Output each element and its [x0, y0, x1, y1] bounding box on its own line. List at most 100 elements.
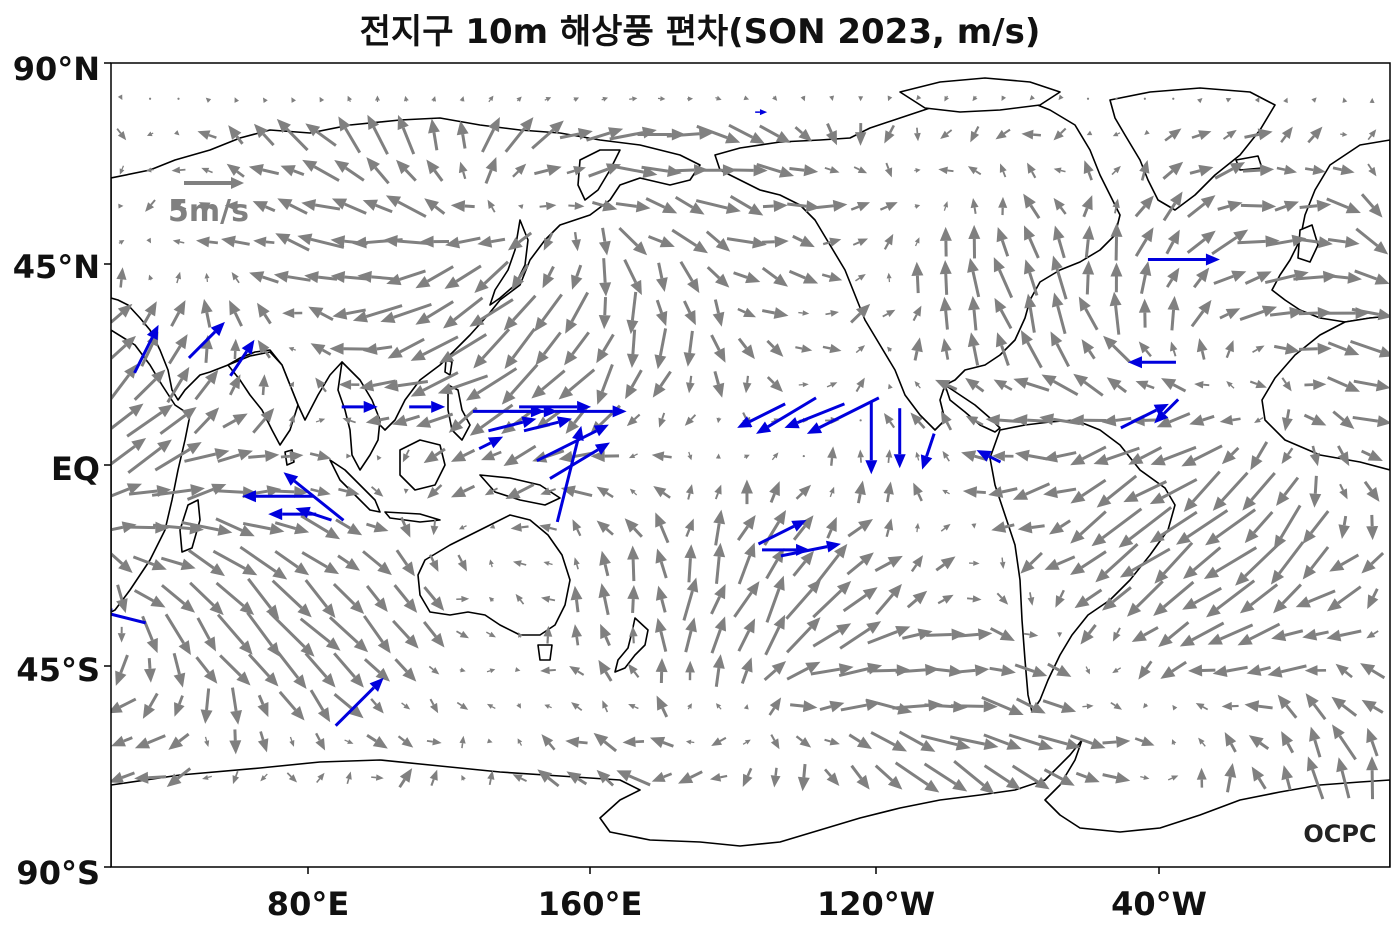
- wind-vector: [627, 663, 640, 678]
- wind-vector: [996, 227, 1010, 257]
- wind-vector: [716, 417, 722, 424]
- wind-vector: [1172, 704, 1178, 711]
- wind-vector: [970, 125, 980, 143]
- wind-vector: [188, 549, 225, 577]
- wind-vector: [1027, 162, 1037, 179]
- wind-vector: [914, 167, 921, 173]
- wind-vector: [488, 559, 494, 568]
- wind-vector: [571, 231, 581, 252]
- wind-vector: [111, 437, 147, 466]
- wind-vector: [204, 736, 210, 747]
- wind-vector: [1037, 734, 1081, 750]
- wind-vector: [1053, 167, 1066, 174]
- wind-vector: [1281, 765, 1294, 791]
- wind-vector: [1070, 510, 1107, 544]
- wind-vector: [487, 770, 495, 786]
- wind-vector: [253, 123, 275, 147]
- wind-vector: [1351, 307, 1390, 321]
- wind-vector: [913, 482, 923, 502]
- wind-vector: [1123, 480, 1168, 503]
- wind-vector: [768, 697, 782, 716]
- wind-vector: [996, 592, 1009, 605]
- wind-vector: [234, 97, 240, 103]
- wind-vector: [288, 414, 295, 427]
- wind-vector: [678, 770, 703, 784]
- wind-vector: [1179, 621, 1225, 647]
- wind-vector: [713, 542, 726, 584]
- wind-vector: [242, 521, 285, 535]
- wind-vector: [133, 369, 166, 401]
- wind-vector: [1302, 510, 1330, 544]
- wind-vector: [1354, 269, 1390, 285]
- wind-vector: [1134, 227, 1154, 257]
- wind-vector: [473, 328, 511, 369]
- wind-vector: [1183, 546, 1222, 580]
- wind-vector: [898, 730, 936, 752]
- wind-vector: [1242, 471, 1276, 511]
- wind-vector: [544, 97, 552, 102]
- wind-vector: [1305, 693, 1327, 721]
- wind-vector: [216, 613, 253, 655]
- wind-vector: [1027, 592, 1035, 606]
- wind-vector: [1134, 195, 1154, 218]
- wind-vector: [935, 379, 958, 391]
- british-isles: [1297, 224, 1319, 263]
- wind-vector: [212, 549, 258, 576]
- wind-vector: [276, 651, 307, 689]
- wind-vector: [1082, 703, 1094, 710]
- wind-vector: [142, 301, 157, 326]
- wind-vector: [627, 545, 640, 582]
- wind-vector: [656, 695, 669, 718]
- wind-vector: [1183, 470, 1221, 512]
- wind-vector: [116, 267, 127, 288]
- wind-vector: [1017, 521, 1045, 534]
- wind-vector: [443, 296, 484, 329]
- wind-vector: [1053, 127, 1067, 141]
- sumatra: [329, 459, 381, 513]
- wind-vector: [1102, 771, 1131, 784]
- wind-vector: [965, 415, 984, 426]
- wind-vector: [726, 236, 767, 249]
- wind-vector: [338, 485, 360, 497]
- wind-vector: [798, 382, 809, 388]
- wind-vector: [887, 95, 893, 102]
- wind-vector: [117, 626, 126, 643]
- wind-vector: [910, 555, 924, 573]
- wind-vector: [366, 157, 390, 185]
- wind-vector: [657, 96, 666, 102]
- wind-vector: [423, 447, 446, 464]
- wind-vector: [852, 238, 869, 247]
- wind-vector: [1298, 342, 1332, 355]
- wind-vector: [248, 449, 280, 462]
- wind-vector: [277, 198, 308, 215]
- wind-vector: [429, 769, 438, 787]
- wind-vector: [910, 412, 926, 430]
- wind-vector: [812, 623, 852, 648]
- wind-vector: [481, 116, 500, 153]
- wind-vector: [713, 509, 726, 546]
- wind-vector: [618, 226, 648, 256]
- wind-vector: [968, 295, 980, 331]
- significant-wind-vector: [295, 506, 332, 522]
- wind-vector: [332, 307, 366, 320]
- wind-vector: [512, 163, 527, 178]
- wind-vector: [403, 488, 409, 494]
- wind-vector: [711, 736, 727, 747]
- wind-vector: [1235, 539, 1284, 586]
- wind-vector: [1355, 227, 1389, 255]
- wind-vector: [280, 165, 305, 177]
- wind-vector: [248, 164, 280, 176]
- wind-vector: [1244, 700, 1273, 713]
- wind-vector: [914, 204, 921, 209]
- wind-vector: [1134, 736, 1155, 747]
- wind-vector: [1149, 510, 1198, 543]
- wind-vector: [484, 487, 498, 496]
- wind-vector: [942, 489, 950, 495]
- wind-vector: [654, 328, 668, 370]
- wind-vector: [111, 335, 136, 361]
- wind-vector: [201, 167, 213, 174]
- wind-vector: [456, 595, 470, 603]
- wind-vector: [761, 266, 789, 287]
- wind-vector: [168, 732, 190, 750]
- wind-vector: [1109, 291, 1122, 335]
